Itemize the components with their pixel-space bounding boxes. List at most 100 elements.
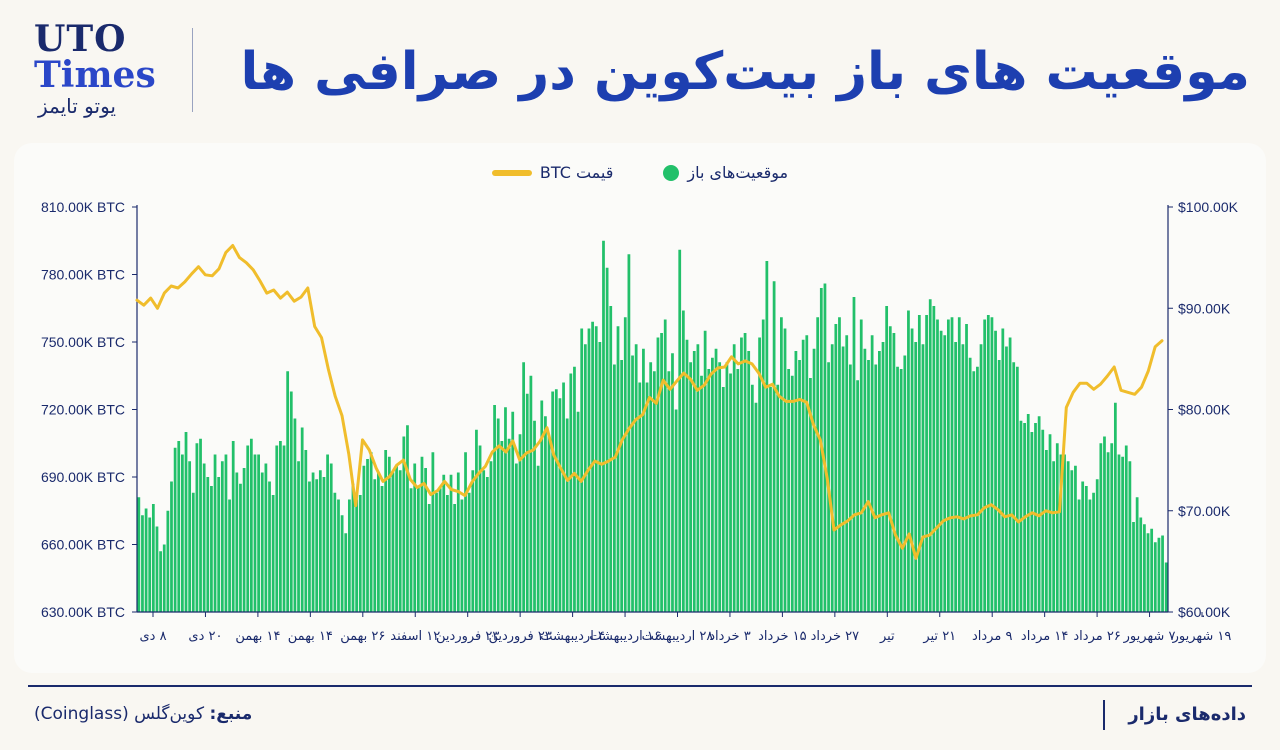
open-interest-bar <box>449 474 453 612</box>
open-interest-bar <box>529 375 533 612</box>
open-interest-bar <box>921 344 925 612</box>
open-interest-bar <box>627 254 631 612</box>
open-interest-bar <box>747 351 751 612</box>
open-interest-bar <box>1110 443 1114 612</box>
footer-section-label: داده‌های بازار <box>1128 704 1246 725</box>
open-interest-bar <box>1055 443 1059 612</box>
open-interest-bar <box>547 436 551 612</box>
open-interest-bar <box>946 319 950 612</box>
open-interest-bar <box>562 382 565 612</box>
logo: UTO Times یوتو تایمز <box>34 20 194 120</box>
open-interest-bar <box>344 533 348 612</box>
open-interest-bar <box>979 344 983 612</box>
chart: 630.00K BTC 660.00K BTC 690.00K BTC 720.00K… <box>41 199 1239 644</box>
open-interest-bar <box>674 409 678 612</box>
open-interest-bar <box>583 344 587 612</box>
y-left-tick-label: 810.00K BTC <box>41 199 125 215</box>
open-interest-bar <box>740 337 743 612</box>
open-interest-bar <box>380 486 384 612</box>
open-interest-bar <box>485 477 489 612</box>
open-interest-bar <box>620 360 624 612</box>
open-interest-bar <box>692 351 696 612</box>
open-interest-bar <box>540 400 544 612</box>
open-interest-bar <box>438 488 442 612</box>
open-interest-bar <box>801 339 805 612</box>
x-tick-label: ۴ اردیبهشت <box>540 629 605 644</box>
x-tick-label: ۱۴ بهمن <box>235 629 280 644</box>
open-interest-bar <box>863 348 867 612</box>
open-interest-bar <box>351 483 355 612</box>
open-interest-bar <box>217 477 221 612</box>
open-interest-bar <box>1026 414 1030 612</box>
open-interest-bar <box>446 495 449 612</box>
open-interest-bar <box>533 420 536 612</box>
x-tick-label: ۲۸ اردیبهشت <box>642 629 714 644</box>
open-interest-bar <box>289 391 293 612</box>
open-interest-bar <box>507 438 511 612</box>
open-interest-bar <box>282 445 286 612</box>
y-left-tick-label: 750.00K BTC <box>41 334 125 350</box>
open-interest-bar <box>1001 328 1005 612</box>
btc-price-line <box>135 244 1164 560</box>
open-interest-bar <box>1157 537 1161 612</box>
open-interest-bar <box>961 344 965 612</box>
open-interest-bar <box>700 375 703 612</box>
open-interest-bar <box>213 454 217 612</box>
open-interest-bar <box>950 317 954 612</box>
open-interest-bar <box>1124 445 1128 612</box>
open-interest-bar <box>859 319 863 612</box>
x-tick-label: ۲۳ فروردین <box>436 629 499 644</box>
open-interest-bar <box>493 405 496 612</box>
open-interest-bar <box>1045 450 1048 612</box>
open-interest-bar <box>442 474 446 612</box>
chart-legend: قیمت BTC موقعیت‌های باز <box>0 163 1280 182</box>
open-interest-bar <box>268 481 271 612</box>
open-interest-bar <box>652 371 656 612</box>
open-interest-bar <box>878 351 881 612</box>
open-interest-bar <box>162 544 166 612</box>
open-interest-bar <box>224 454 228 612</box>
open-interest-bar <box>260 472 264 612</box>
open-interest-bar <box>427 504 431 612</box>
open-interest-bar <box>1095 479 1099 612</box>
open-interest-bar <box>1012 362 1016 612</box>
y-left-tick-label: 660.00K BTC <box>41 537 125 553</box>
open-interest-bar <box>362 465 366 612</box>
open-interest-bar <box>816 317 820 612</box>
open-interest-bar <box>613 364 616 612</box>
open-interest-bar <box>725 362 729 612</box>
open-interest-bar <box>184 432 188 612</box>
open-interest-bar <box>925 315 928 612</box>
open-interest-bar <box>917 315 921 612</box>
open-interest-bar <box>1059 454 1063 612</box>
open-interest-bar <box>957 317 961 612</box>
open-interest-bar <box>315 479 319 612</box>
open-interest-bar <box>257 454 260 612</box>
legend-line-marker <box>491 169 532 176</box>
open-interest-bar <box>1128 461 1132 612</box>
open-interest-bar <box>518 434 522 612</box>
open-interest-bar <box>758 337 761 612</box>
open-interest-bar <box>838 317 841 612</box>
y-left-tick-label: 780.00K BTC <box>41 267 125 283</box>
y-left-tick-label: 690.00K BTC <box>41 469 125 485</box>
open-interest-bar <box>1074 465 1077 612</box>
open-interest-bar <box>867 360 870 612</box>
open-interest-bar <box>809 378 812 612</box>
open-interest-bar <box>1117 454 1121 612</box>
y-left-tick-label: 630.00K BTC <box>41 604 125 620</box>
open-interest-bar <box>275 445 279 612</box>
open-interest-bar <box>159 551 162 612</box>
x-tick-label: ۲۱ تیر <box>922 629 956 644</box>
open-interest-bar <box>311 472 315 612</box>
open-interest-bar <box>729 373 732 612</box>
y-right-tick-label: $90.00K <box>1178 300 1231 316</box>
x-tick-label: ۱۴ مرداد <box>1021 629 1068 644</box>
open-interest-bar <box>642 348 645 612</box>
y-right-tick-label: $60.00K <box>1178 604 1231 620</box>
open-interest-bar <box>471 470 475 612</box>
open-interest-bar <box>151 504 155 612</box>
open-interest-bar <box>721 387 725 612</box>
x-tick-label: تیر <box>879 629 895 644</box>
open-interest-bar <box>914 342 918 612</box>
